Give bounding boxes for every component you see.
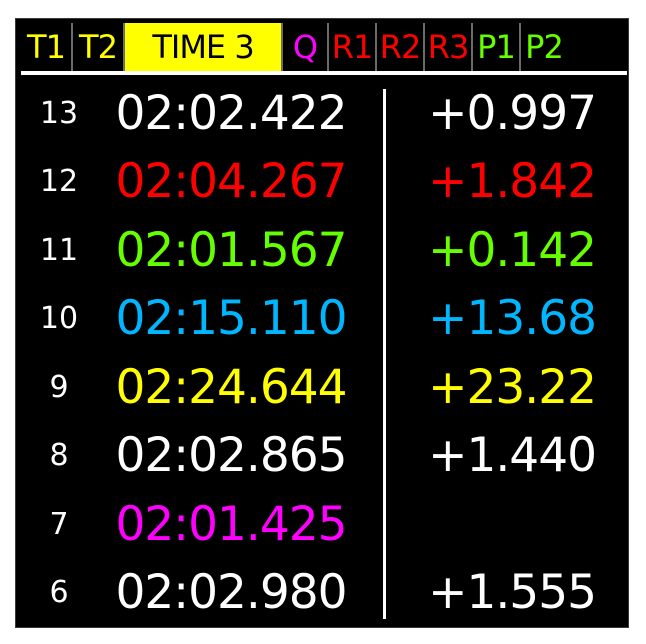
lap-delta: +1.842 <box>428 154 597 209</box>
lap-delta: +1.440 <box>428 428 597 483</box>
lap-number: 11 <box>39 232 79 268</box>
lap-row[interactable]: 12 02:04.267 +1.842 <box>16 148 630 217</box>
tab-p2[interactable]: P2 <box>525 28 564 66</box>
tab-r3[interactable]: R3 <box>425 23 473 71</box>
lap-delta: +13.68 <box>428 291 597 346</box>
lap-row[interactable]: 9 02:24.644 +23.22 <box>16 353 630 422</box>
lap-number: 13 <box>39 95 79 131</box>
tab-t2[interactable]: T2 <box>73 23 125 71</box>
lap-number: 6 <box>49 575 69 610</box>
lap-time: 02:01.425 <box>115 496 347 552</box>
lap-delta <box>416 490 596 558</box>
lap-time: 02:15.110 <box>115 291 347 346</box>
tab-time-3[interactable]: TIME 3 <box>125 23 283 71</box>
lap-number: 12 <box>39 164 79 199</box>
lap-row[interactable]: 8 02:02.865 +1.440 <box>16 422 630 491</box>
lap-time: 02:24.644 <box>115 359 347 415</box>
column-divider <box>383 89 386 619</box>
tab-r1[interactable]: R1 <box>329 23 377 71</box>
lap-row[interactable]: 13 02:02.422 +0.997 <box>16 79 630 148</box>
lap-number: 9 <box>49 369 69 405</box>
lap-delta: +0.997 <box>428 85 597 141</box>
lap-time: 02:01.567 <box>115 222 347 278</box>
lap-row[interactable]: 11 02:01.567 +0.142 <box>16 216 630 285</box>
tab-p1[interactable]: P1 <box>473 23 521 71</box>
tab-bar: T1 T2 TIME 3 Q R1 R2 R3 P1 P2 <box>21 23 627 75</box>
lap-delta: +1.555 <box>428 565 597 620</box>
lap-times-panel: T1 T2 TIME 3 Q R1 R2 R3 P1 P2 13 02:02.4… <box>15 18 629 628</box>
tab-r2[interactable]: R2 <box>377 23 425 71</box>
lap-delta: +0.142 <box>428 222 597 278</box>
lap-time: 02:02.865 <box>115 428 347 483</box>
lap-number: 7 <box>49 506 69 542</box>
lap-number: 10 <box>39 301 79 336</box>
lap-delta: +23.22 <box>428 359 597 415</box>
lap-number: 8 <box>49 438 69 473</box>
tab-t1[interactable]: T1 <box>21 23 73 71</box>
lap-time: 02:04.267 <box>115 154 347 209</box>
lap-list: 13 02:02.422 +0.997 12 02:04.267 +1.842 … <box>16 79 630 627</box>
lap-time: 02:02.422 <box>115 85 347 141</box>
tab-q[interactable]: Q <box>283 23 329 71</box>
lap-row[interactable]: 10 02:15.110 +13.68 <box>16 285 630 354</box>
lap-row[interactable]: 7 02:01.425 <box>16 490 630 559</box>
lap-row[interactable]: 6 02:02.980 +1.555 <box>16 559 630 628</box>
lap-time: 02:02.980 <box>115 565 347 620</box>
